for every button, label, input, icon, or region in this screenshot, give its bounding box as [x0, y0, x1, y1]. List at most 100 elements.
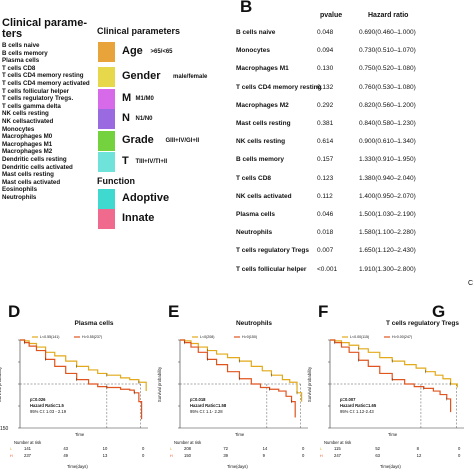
- risk-x-axis-label: Time(days): [67, 464, 88, 469]
- clinical-list-item: T cells CD4 memory resting: [2, 72, 84, 80]
- panel-letter-e: E: [168, 302, 180, 321]
- legend-detail-gender: male/female: [173, 74, 208, 80]
- row-hazard-ratio: 0.900(0.610–1.340): [359, 138, 416, 146]
- legend-swatch-t: [98, 152, 115, 172]
- legend-label-age: Age: [122, 45, 143, 57]
- row-name: Plasma cells: [236, 211, 276, 218]
- risk-value: 72: [223, 446, 228, 451]
- panel-letter-f: F: [318, 302, 329, 321]
- table-b: B pvalue Hazard ratio B cells naive 0.048…: [236, 0, 474, 290]
- risk-value: 0: [458, 453, 461, 458]
- clinical-list-item: T cells CD8: [2, 64, 36, 72]
- km-legend-entry: H>0.55(237): [82, 335, 103, 339]
- risk-value: 0: [302, 446, 305, 451]
- row-hazard-ratio: 1.380(0.940–2.040): [359, 174, 416, 182]
- legend-swatch-age: [98, 42, 115, 62]
- legend-swatch-adoptive: [98, 189, 115, 209]
- table-row: Macrophages M2 0.292 0.820(0.560–1.200): [236, 102, 474, 120]
- legend-label-n: N: [122, 112, 130, 124]
- row-name: T cells follicular helper: [236, 265, 307, 273]
- clinical-list-item: Plasma cells: [2, 57, 40, 65]
- table-row: Mast cells resting 0.381 0.840(0.580–1.230…: [236, 120, 474, 138]
- km-legend-entry: H>0.00(247): [392, 335, 413, 339]
- legend-detail-t: TIII+IV/TI+II: [135, 159, 168, 165]
- row-hazard-ratio: 0.750(0.520–1.080): [359, 65, 416, 73]
- table-row: B cells naive 0.048 0.690(0.460–1.000): [236, 29, 474, 47]
- median-survival-line: [180, 383, 301, 428]
- risk-value: 150: [184, 453, 191, 458]
- km-plot: [178, 336, 308, 429]
- row-name: Monocytes: [236, 47, 270, 55]
- clinical-list-item: T cells CD4 memory activated: [2, 79, 90, 87]
- clinical-list-item: T cells regulatory Tregs.: [2, 95, 74, 103]
- row-name: Neutrophils: [236, 229, 273, 237]
- legend-function-title: Function: [97, 176, 135, 186]
- number-at-risk-title: Number at risk: [324, 440, 352, 445]
- row-name: T cells regulatory Tregs: [236, 247, 309, 255]
- risk-value: 115: [334, 446, 341, 451]
- clinical-list-item: NK cellsactivated: [2, 117, 54, 125]
- clinical-list-item: NK cells resting: [2, 110, 49, 118]
- risk-value: 141: [24, 446, 31, 451]
- risk-row-label: H: [320, 454, 323, 458]
- km-y-axis-label: Survival probability: [0, 366, 3, 403]
- clinical-list-item: Neutrophils: [2, 193, 37, 201]
- km-curve-low: [20, 339, 147, 392]
- km-stat-line: Hazard Ratio=1.65: [340, 403, 377, 408]
- row-pvalue: 0.381: [317, 120, 334, 127]
- legend-label-adoptive: Adoptive: [122, 192, 170, 204]
- km-panel-f: F L<0.00(115) H>0.00(247) Survival probabil…: [307, 302, 474, 474]
- km-y-axis-label: Survival probability: [157, 366, 163, 403]
- legend-label-grade: Grade: [122, 134, 154, 146]
- legend-swatch-n: [98, 109, 115, 129]
- risk-value: 63: [375, 453, 380, 458]
- risk-value: 9: [262, 453, 265, 458]
- row-name: T cells CD8: [236, 174, 272, 182]
- table-row: Plasma cells 0.046 1.500(1.030–2.190): [236, 211, 474, 229]
- column-header-pvalue: pvalue: [320, 12, 343, 19]
- risk-value: 14: [262, 446, 268, 451]
- risk-value: 12: [416, 453, 422, 458]
- clinical-list-item: B cells memory: [2, 49, 48, 57]
- risk-value: 10: [102, 446, 108, 451]
- km-stat-line: Hazard Ratio=1.5: [30, 403, 64, 408]
- risk-value: 0: [142, 446, 145, 451]
- column-header-hazard-ratio: Hazard ratio: [368, 12, 409, 19]
- row-hazard-ratio: 0.730(0.510–1.070): [359, 47, 416, 55]
- clinical-list-item: Macrophages M0: [2, 133, 53, 141]
- legend-swatch-grade: [98, 131, 115, 151]
- row-hazard-ratio: 0.760(0.530–1.080): [359, 83, 416, 91]
- table-row: T cells CD8 0.123 1.380(0.940–2.040): [236, 175, 474, 193]
- row-pvalue: 0.112: [317, 192, 333, 200]
- median-survival-line: [20, 383, 141, 428]
- row-hazard-ratio: 0.840(0.580–1.230): [359, 120, 416, 127]
- table-row: Neutrophils 0.018 1.580(1.100–2.280): [236, 229, 474, 247]
- row-pvalue: 0.614: [317, 138, 334, 146]
- risk-row-label: L: [10, 447, 12, 451]
- row-pvalue: <0.001: [317, 265, 338, 273]
- row-name: T cells CD4 memory resting: [236, 83, 322, 91]
- row-pvalue: 0.123: [317, 174, 334, 182]
- table-row: B cells memory 0.157 1.330(0.910–1.950): [236, 156, 474, 174]
- legend-label-t: T: [122, 155, 129, 167]
- number-at-risk-title: Number at risk: [174, 440, 202, 445]
- row-name: NK cells activated: [236, 192, 292, 200]
- km-plot: [328, 336, 464, 429]
- median-survival-line: [330, 383, 457, 428]
- table-row: Monocytes 0.094 0.730(0.510–1.070): [236, 47, 474, 65]
- clinical-list-item: Mast cells activated: [2, 178, 61, 186]
- risk-value: 0: [458, 446, 461, 451]
- km-stat-line: 95% CI: 1.12-2.43: [340, 409, 374, 414]
- clinical-list-title: Clinical parame- ters: [2, 17, 87, 40]
- row-pvalue: 0.007: [317, 247, 334, 255]
- risk-row-label: H: [170, 454, 173, 458]
- km-plot: [18, 336, 148, 429]
- panel-letter-g: G: [432, 302, 446, 321]
- row-hazard-ratio: 1.400(0.950–2.070): [359, 192, 416, 200]
- km-legend-entry: L<0.00(115): [350, 335, 370, 339]
- panel-letter-b: B: [240, 0, 253, 16]
- legend-swatch-gender: [98, 67, 115, 87]
- km-panel-e: E Neutrophils L<0(208) H>0(150) Survival pro…: [157, 302, 318, 474]
- table-row: NK cells resting 0.614 0.900(0.610–1.340): [236, 138, 474, 156]
- km-legend-entry: L<0(208): [200, 335, 215, 339]
